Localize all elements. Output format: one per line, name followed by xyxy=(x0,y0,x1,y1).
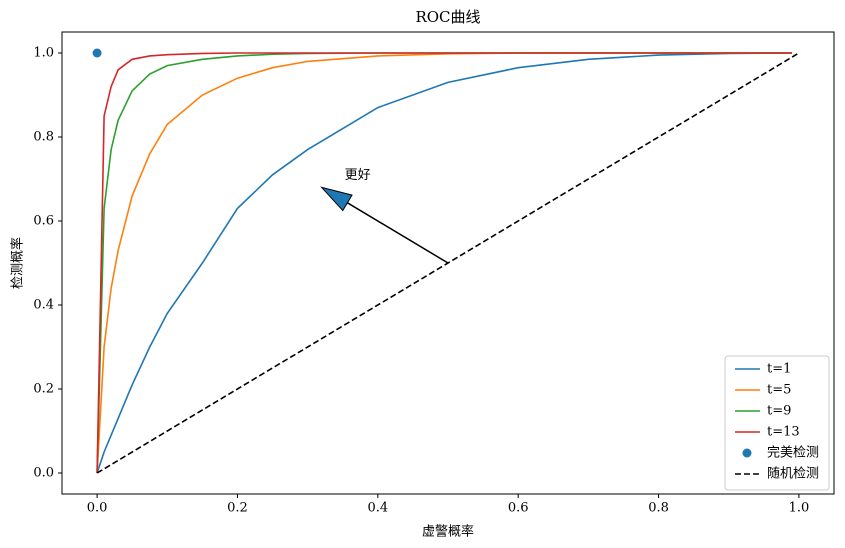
x-tick-label: 0.4 xyxy=(367,501,388,516)
legend-label: t=5 xyxy=(767,383,791,398)
roc-line xyxy=(96,52,792,474)
x-tick-label: 0.2 xyxy=(227,501,248,516)
annotation-arrow-shaft xyxy=(347,202,449,264)
legend-label: 完美检测 xyxy=(767,446,819,461)
x-tick-label: 0.0 xyxy=(87,501,108,516)
legend-label: t=1 xyxy=(767,362,791,377)
y-tick-label: 0.8 xyxy=(33,130,54,145)
x-axis-label: 虚警概率 xyxy=(422,524,474,540)
y-tick-label: 0.0 xyxy=(33,466,54,481)
chart-title: ROC曲线 xyxy=(415,8,480,26)
y-tick-label: 1.0 xyxy=(33,46,54,61)
plot-frame xyxy=(61,31,835,495)
x-tick-label: 0.6 xyxy=(508,501,529,516)
y-tick-label: 0.6 xyxy=(33,214,54,229)
annotation-text: 更好 xyxy=(345,168,371,183)
x-tick-label: 1.0 xyxy=(789,501,810,516)
y-tick-label: 0.2 xyxy=(33,382,54,397)
y-axis-label: 检测概率 xyxy=(10,237,26,289)
annotation-arrow-head xyxy=(320,186,353,212)
legend-label: t=13 xyxy=(767,425,800,440)
legend-marker xyxy=(742,448,752,458)
legend-label: t=9 xyxy=(767,404,791,419)
point xyxy=(92,48,102,58)
legend-label: 随机检测 xyxy=(767,467,819,482)
roc-line xyxy=(96,52,792,474)
y-tick-label: 0.4 xyxy=(33,298,54,313)
x-tick-label: 0.8 xyxy=(648,501,669,516)
